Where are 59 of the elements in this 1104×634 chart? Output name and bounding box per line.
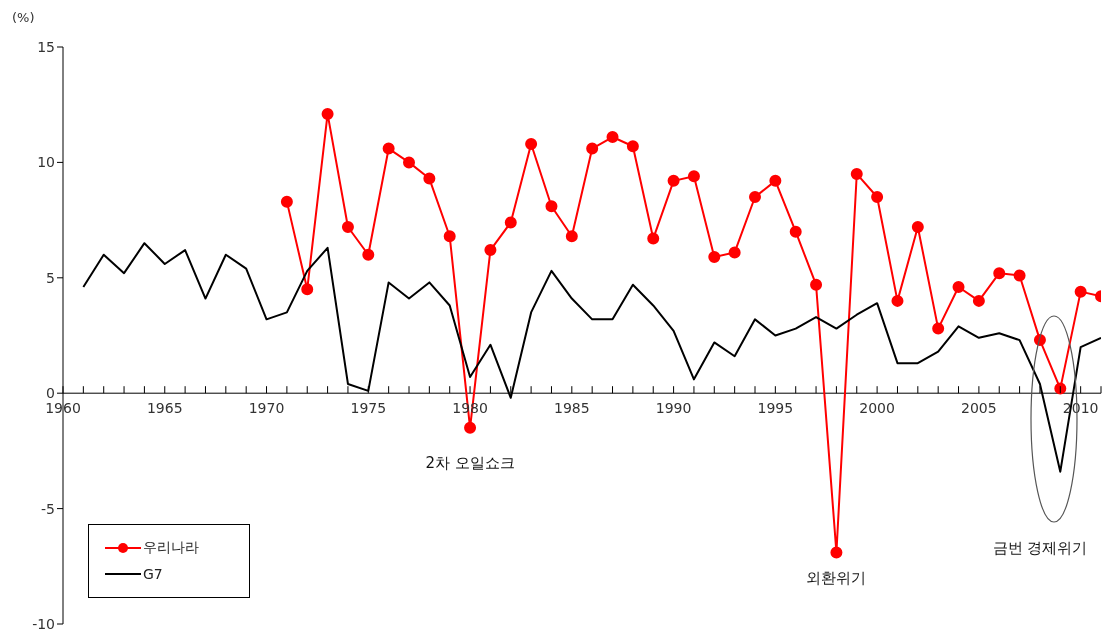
point	[280, 195, 293, 208]
x-tick-label: 2005	[961, 400, 997, 417]
point	[423, 172, 436, 185]
point	[687, 170, 700, 183]
legend-label: 우리나라	[143, 539, 199, 557]
point	[850, 167, 863, 180]
y-tick-label: -5	[41, 500, 55, 517]
x-tick-label: 1995	[757, 400, 794, 417]
point	[1054, 382, 1067, 395]
y-axis-title: (%)	[12, 10, 35, 25]
point	[443, 230, 456, 243]
point	[952, 281, 965, 294]
y-tick-label: 0	[46, 385, 55, 402]
point	[830, 546, 843, 559]
point	[382, 142, 395, 155]
point	[403, 156, 415, 169]
y-tick-label: 5	[46, 269, 55, 286]
point	[769, 174, 782, 187]
point	[789, 225, 802, 238]
y-tick-label: 15	[37, 38, 55, 55]
point	[810, 278, 823, 291]
point	[667, 174, 680, 187]
point	[586, 142, 599, 155]
point	[891, 294, 904, 307]
point	[301, 283, 314, 296]
point	[484, 244, 497, 257]
point	[321, 107, 334, 120]
annotation: 금번 경제위기	[992, 539, 1088, 557]
point	[565, 230, 578, 243]
point	[749, 191, 761, 204]
point	[525, 137, 538, 150]
point	[728, 246, 741, 259]
x-tick-label: 1990	[655, 400, 692, 417]
annotation: 외환위기	[806, 569, 867, 588]
y-tick-label: 10	[37, 154, 55, 171]
x-tick-label: 1975	[350, 400, 387, 417]
x-tick-label: 2000	[859, 400, 895, 417]
point	[871, 191, 884, 204]
point	[626, 140, 639, 153]
point	[606, 131, 619, 144]
point	[993, 267, 1006, 280]
point	[647, 232, 660, 245]
point	[545, 200, 558, 213]
y-tick-label: -10	[32, 615, 55, 632]
point	[341, 221, 354, 234]
legend-label: G7	[143, 566, 163, 582]
x-tick-label: 1985	[554, 400, 590, 417]
x-tick-label: 1970	[248, 400, 285, 417]
point	[972, 294, 985, 307]
point	[708, 251, 721, 264]
point	[362, 248, 375, 261]
point	[1074, 285, 1087, 298]
x-tick-label: 1965	[146, 400, 183, 417]
point	[911, 221, 924, 234]
annotation: 2차 오일쇼크	[425, 453, 515, 472]
point	[504, 216, 517, 229]
point	[932, 322, 945, 335]
point	[464, 421, 477, 434]
point	[1013, 269, 1026, 282]
